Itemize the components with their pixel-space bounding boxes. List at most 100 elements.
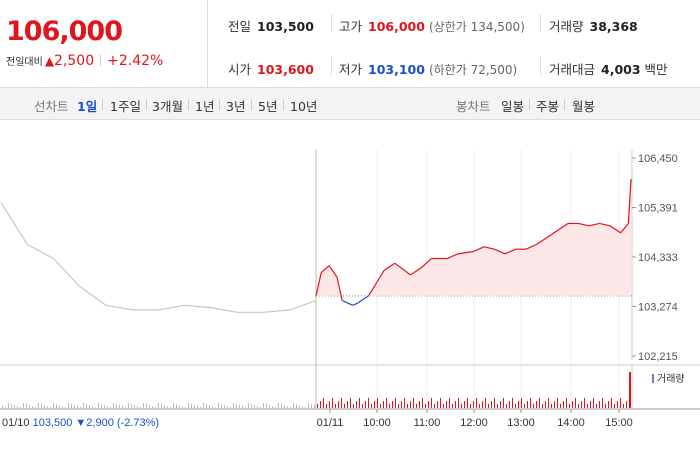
- change-amount: 2,500: [54, 53, 95, 69]
- series-segment-up: [609, 225, 621, 234]
- volume-bar: [155, 407, 156, 408]
- x-tick-label: 13:00: [507, 417, 535, 429]
- volume-bar: [8, 403, 9, 408]
- line-chart-label: 선차트: [34, 99, 69, 114]
- volume-bar: [11, 404, 12, 408]
- volume-bar: [551, 404, 552, 408]
- volume-bar: [572, 401, 573, 408]
- volume-bar: [581, 401, 582, 408]
- tab-1w[interactable]: 1주일: [110, 99, 141, 114]
- volume-bar: [314, 405, 315, 408]
- price-summary: 106,000 전일대비 ▲2,500 +2.42%: [0, 0, 208, 88]
- volume-bar: [455, 401, 456, 408]
- volume-bar: [479, 404, 480, 408]
- volume-bar: [47, 406, 48, 408]
- volume-bar: [494, 398, 495, 408]
- series-segment-up: [328, 265, 338, 278]
- tab-weekly-candle[interactable]: 주봉: [536, 99, 560, 114]
- tab-monthly-candle[interactable]: 월봉: [572, 99, 596, 114]
- volume-bar: [131, 404, 132, 408]
- volume-bar: [194, 405, 195, 408]
- volume-bar: [611, 398, 612, 408]
- volume-bar: [398, 404, 399, 408]
- volume-bar: [509, 401, 510, 408]
- stat-turnover: 거래대금 4,003 백만: [549, 59, 668, 78]
- volume-bar: [44, 405, 45, 408]
- footer-part: 01/10: [2, 417, 30, 429]
- series-segment-up: [627, 179, 632, 224]
- volume-bar: [38, 403, 39, 408]
- volume-bar: [332, 398, 333, 408]
- volume-bar: [14, 405, 15, 408]
- volume-bar: [197, 406, 198, 408]
- volume-bar: [41, 404, 42, 408]
- volume-bar: [191, 404, 192, 408]
- volume-bar: [368, 398, 369, 408]
- candle-chart-label: 봉차트: [456, 99, 491, 114]
- divider: [529, 99, 530, 110]
- volume-bar: [608, 401, 609, 408]
- stat-value: 106,000: [368, 19, 425, 34]
- tab-10y[interactable]: 10년: [290, 99, 318, 114]
- footer-part: ▼2,900: [72, 417, 113, 429]
- volume-bar: [158, 403, 159, 408]
- volume-bar: [299, 405, 300, 408]
- volume-bar: [125, 407, 126, 408]
- stat-note: (상한가 134,500): [428, 20, 525, 34]
- volume-bar: [335, 404, 336, 408]
- volume-bar: [206, 404, 207, 408]
- tab-3m[interactable]: 3개월: [152, 99, 183, 114]
- volume-bar: [350, 398, 351, 408]
- volume-bar: [563, 401, 564, 408]
- volume-bar: [5, 407, 6, 408]
- volume-bar: [26, 404, 27, 408]
- volume-bar: [374, 401, 375, 408]
- series-segment-up: [336, 277, 343, 301]
- tab-1d[interactable]: 1일: [77, 99, 98, 114]
- tab-1y[interactable]: 1년: [195, 99, 215, 114]
- volume-bar: [506, 404, 507, 408]
- volume-bar: [59, 405, 60, 408]
- tab-daily-candle[interactable]: 일봉: [501, 99, 525, 114]
- volume-bar: [275, 407, 276, 408]
- volume-bar: [566, 398, 567, 408]
- series-segment-up: [410, 267, 422, 276]
- series-segment-up: [315, 272, 322, 297]
- volume-bar: [95, 407, 96, 408]
- volume-bar: [560, 404, 561, 408]
- volume-bar: [605, 404, 606, 408]
- volume-bar: [245, 407, 246, 408]
- volume-bar: [188, 403, 189, 408]
- volume-bar: [362, 404, 363, 408]
- volume-bar: [107, 406, 108, 408]
- volume-bar: [518, 401, 519, 408]
- volume-bar: [296, 404, 297, 408]
- volume-bar: [326, 404, 327, 408]
- volume-bar: [65, 407, 66, 408]
- volume-bar: [404, 398, 405, 408]
- change-label: 전일대비: [6, 57, 43, 68]
- tab-5y[interactable]: 5년: [258, 99, 278, 114]
- tab-3y[interactable]: 3년: [226, 99, 246, 114]
- volume-bar: [443, 404, 444, 408]
- volume-bar: [104, 405, 105, 408]
- volume-bar: [377, 398, 378, 408]
- volume-bar: [266, 404, 267, 408]
- volume-bar: [143, 403, 144, 408]
- x-tick-label: 14:00: [557, 417, 585, 429]
- volume-bar: [290, 407, 291, 408]
- volume-bar: [449, 398, 450, 408]
- volume-bar: [515, 404, 516, 408]
- stat-value: 103,100: [368, 62, 425, 77]
- volume-bar: [146, 404, 147, 408]
- volume-bar: [392, 401, 393, 408]
- volume-bar: [395, 398, 396, 408]
- divider: [146, 99, 147, 110]
- volume-bar: [239, 405, 240, 408]
- series-prev-day-line: [0, 202, 317, 313]
- volume-bar: [338, 401, 339, 408]
- volume-bar: [173, 403, 174, 408]
- volume-bar: [272, 406, 273, 408]
- volume-bar: [89, 405, 90, 408]
- volume-bar: [365, 401, 366, 408]
